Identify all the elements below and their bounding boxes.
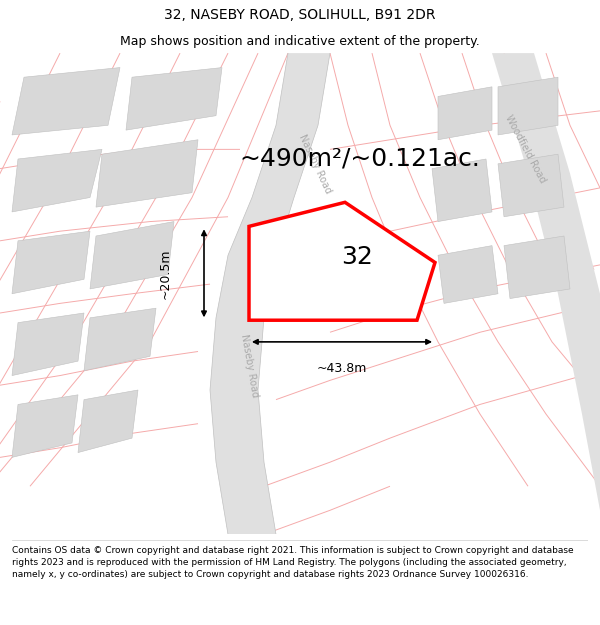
Text: Woodfield Road: Woodfield Road [503, 114, 547, 185]
Polygon shape [498, 77, 558, 135]
Polygon shape [504, 236, 570, 299]
Polygon shape [498, 154, 564, 217]
Polygon shape [84, 308, 156, 371]
Text: ~490m²/~0.121ac.: ~490m²/~0.121ac. [239, 147, 481, 171]
Text: 32: 32 [341, 245, 373, 269]
Polygon shape [438, 87, 492, 140]
Polygon shape [126, 68, 222, 130]
Polygon shape [96, 140, 198, 207]
Text: Contains OS data © Crown copyright and database right 2021. This information is : Contains OS data © Crown copyright and d… [12, 546, 574, 579]
Polygon shape [78, 390, 138, 452]
Text: Naseby Road: Naseby Road [239, 334, 259, 398]
Text: 32, NASEBY ROAD, SOLIHULL, B91 2DR: 32, NASEBY ROAD, SOLIHULL, B91 2DR [164, 8, 436, 22]
Polygon shape [210, 53, 330, 534]
Polygon shape [438, 246, 498, 303]
Polygon shape [432, 159, 492, 221]
Polygon shape [12, 313, 84, 376]
Polygon shape [12, 149, 102, 212]
Text: Naseby Road: Naseby Road [297, 132, 333, 195]
Polygon shape [90, 221, 174, 289]
Polygon shape [249, 202, 435, 320]
Text: Map shows position and indicative extent of the property.: Map shows position and indicative extent… [120, 35, 480, 48]
Polygon shape [12, 68, 120, 135]
Text: ~43.8m: ~43.8m [317, 362, 367, 375]
Polygon shape [12, 395, 78, 458]
Polygon shape [12, 231, 90, 294]
Polygon shape [492, 53, 600, 510]
Text: ~20.5m: ~20.5m [158, 248, 172, 299]
